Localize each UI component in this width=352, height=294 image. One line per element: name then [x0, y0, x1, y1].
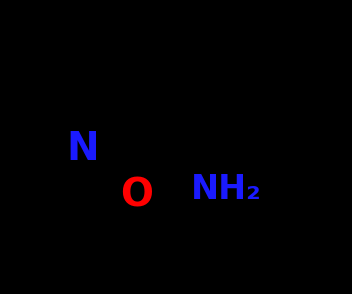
- Text: NH₂: NH₂: [191, 173, 262, 206]
- Text: N: N: [67, 130, 99, 168]
- Text: O: O: [120, 176, 153, 215]
